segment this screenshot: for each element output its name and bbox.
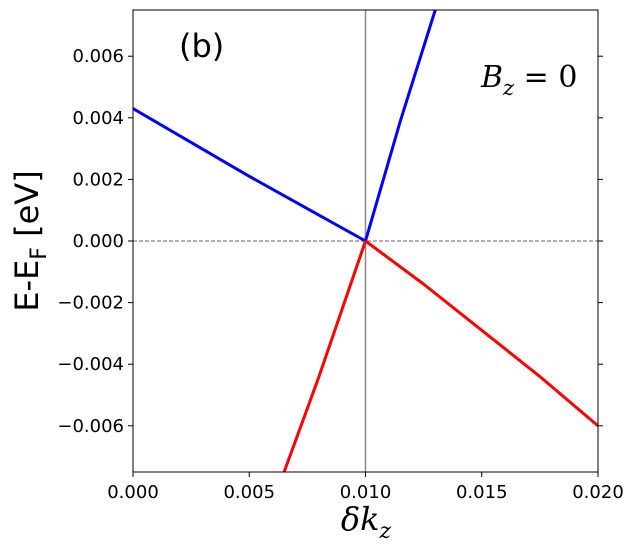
y-axis-label: E-EF [eV] — [8, 170, 52, 311]
x-tick-label: 0.010 — [340, 482, 392, 503]
annotation-value: = 0 — [514, 60, 577, 95]
band-series-2 — [282, 240, 367, 472]
x-tick-label: 0.020 — [572, 482, 624, 503]
band-series-0 — [133, 107, 367, 243]
annotation-symbol: B — [480, 60, 503, 95]
x-axis-label: δkz — [341, 500, 392, 544]
plot-area — [133, 10, 598, 472]
annotation-subscript: z — [502, 76, 515, 100]
band-series-3 — [364, 239, 598, 427]
x-tick-label: 0.005 — [223, 482, 275, 503]
y-label-unit: [eV] — [8, 170, 46, 247]
y-tick-label: −0.002 — [57, 293, 124, 314]
y-tick-label: 0.006 — [72, 46, 124, 67]
x-tick-label: 0.015 — [456, 482, 508, 503]
y-tick-label: 0.000 — [72, 231, 124, 252]
axis-ticks: 0.000 0.005 0.010 0.015 0.020 −0.006 −0.004 −0.… — [57, 46, 623, 503]
y-tick-label: −0.006 — [57, 416, 124, 437]
panel-label: (b) — [179, 27, 224, 65]
x-tick-label: 0.000 — [107, 482, 159, 503]
y-tick-label: −0.004 — [57, 354, 124, 375]
y-label-subscript: F — [27, 247, 52, 260]
field-annotation: Bz = 0 — [480, 60, 577, 100]
x-label-main: δk — [341, 500, 380, 538]
y-tick-label: 0.004 — [72, 108, 124, 129]
y-tick-label: 0.002 — [72, 169, 124, 190]
band-series-1 — [364, 10, 437, 242]
plot-frame — [132, 9, 599, 473]
y-label-main: E-E — [8, 260, 46, 312]
x-label-subscript: z — [379, 519, 392, 544]
